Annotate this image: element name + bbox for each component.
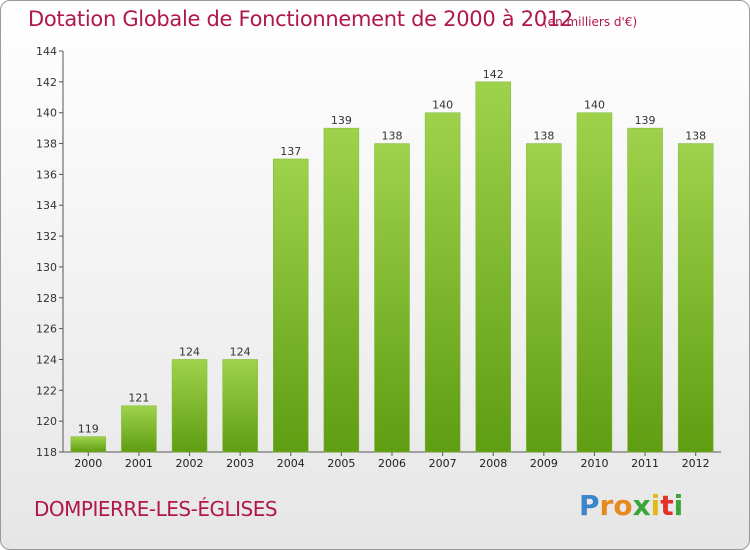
data-label-2001: 121 — [128, 392, 149, 405]
brand-letter: o — [613, 489, 633, 522]
bar-2012 — [677, 143, 714, 453]
y-tick-label: 128 — [36, 292, 57, 305]
data-label-2008: 142 — [483, 68, 504, 81]
y-tick-label: 120 — [36, 415, 57, 428]
data-label-2011: 139 — [635, 114, 656, 127]
brand-letter: t — [660, 489, 674, 522]
data-label-2009: 138 — [533, 130, 554, 143]
y-tick-label: 124 — [36, 353, 57, 366]
bar-2008 — [475, 81, 511, 453]
bar-2004 — [273, 158, 309, 453]
bar-2001 — [121, 405, 157, 453]
data-label-2000: 119 — [78, 423, 99, 436]
y-tick-label: 136 — [36, 168, 57, 181]
data-label-2012: 138 — [685, 130, 706, 143]
y-tick-label: 140 — [36, 107, 57, 120]
x-tick-label-2008: 2008 — [479, 457, 507, 470]
data-label-2005: 139 — [331, 114, 352, 127]
x-tick-label-2002: 2002 — [176, 457, 204, 470]
x-tick-label-2000: 2000 — [74, 457, 102, 470]
y-tick-label: 142 — [36, 76, 57, 89]
x-tick-label-2011: 2011 — [631, 457, 659, 470]
x-axis: 2000 2001 2002 2003 2004 2005 2006 2007 2008 2009… — [63, 451, 721, 470]
data-label-2006: 138 — [382, 130, 403, 143]
brand-letter: r — [599, 489, 614, 522]
data-label-2010: 140 — [584, 99, 605, 112]
data-label-2004: 137 — [280, 145, 301, 158]
y-tick-label: 118 — [36, 446, 57, 459]
commune-name: DOMPIERRE-LES-ÉGLISES — [34, 497, 278, 521]
y-tick-label: 130 — [36, 261, 57, 274]
x-tick-label-2003: 2003 — [226, 457, 254, 470]
x-tick-label-2007: 2007 — [429, 457, 457, 470]
y-tick-label: 144 — [36, 45, 57, 58]
bar-2010 — [576, 112, 613, 453]
x-tick-label-2004: 2004 — [277, 457, 305, 470]
x-tick-label-2012: 2012 — [682, 457, 710, 470]
bar-2002 — [171, 359, 208, 453]
data-label-2002: 124 — [179, 345, 200, 358]
bar-2003 — [222, 359, 258, 453]
data-label-2007: 140 — [432, 99, 453, 112]
x-tick-label-2010: 2010 — [580, 457, 608, 470]
chart-title: Dotation Globale de Fonctionnement de 20… — [28, 7, 573, 31]
y-axis: 118 120 122 124 126 128 130 132 134 136 138 140 142 1… — [36, 45, 64, 459]
y-tick-label: 122 — [36, 384, 57, 397]
data-label-2003: 124 — [230, 345, 251, 358]
bar-2006 — [374, 143, 410, 453]
y-tick-label: 132 — [36, 230, 57, 243]
y-tick-label: 126 — [36, 323, 57, 336]
brand-letter: i — [673, 489, 684, 522]
bar-2009 — [526, 143, 562, 453]
x-tick-label-2001: 2001 — [125, 457, 153, 470]
chart-unit: (en milliers d'€) — [543, 15, 638, 29]
brand-letter: x — [632, 489, 651, 522]
bar-2000 — [70, 436, 107, 453]
x-tick-label-2006: 2006 — [378, 457, 406, 470]
bar-2005 — [323, 127, 360, 453]
bar-2011 — [627, 127, 663, 453]
brand-letter: i — [650, 489, 661, 522]
x-tick-label-2005: 2005 — [327, 457, 355, 470]
bar-2007 — [424, 112, 461, 453]
x-tick-label-2009: 2009 — [530, 457, 558, 470]
bars: 119 121 124 124 137 139 138 140 142 138 140 139 138 — [70, 68, 714, 453]
brand-logo: Proxiti — [579, 489, 683, 523]
y-tick-label: 134 — [36, 199, 57, 212]
y-tick-label: 138 — [36, 138, 57, 151]
brand-letter: P — [579, 489, 600, 522]
